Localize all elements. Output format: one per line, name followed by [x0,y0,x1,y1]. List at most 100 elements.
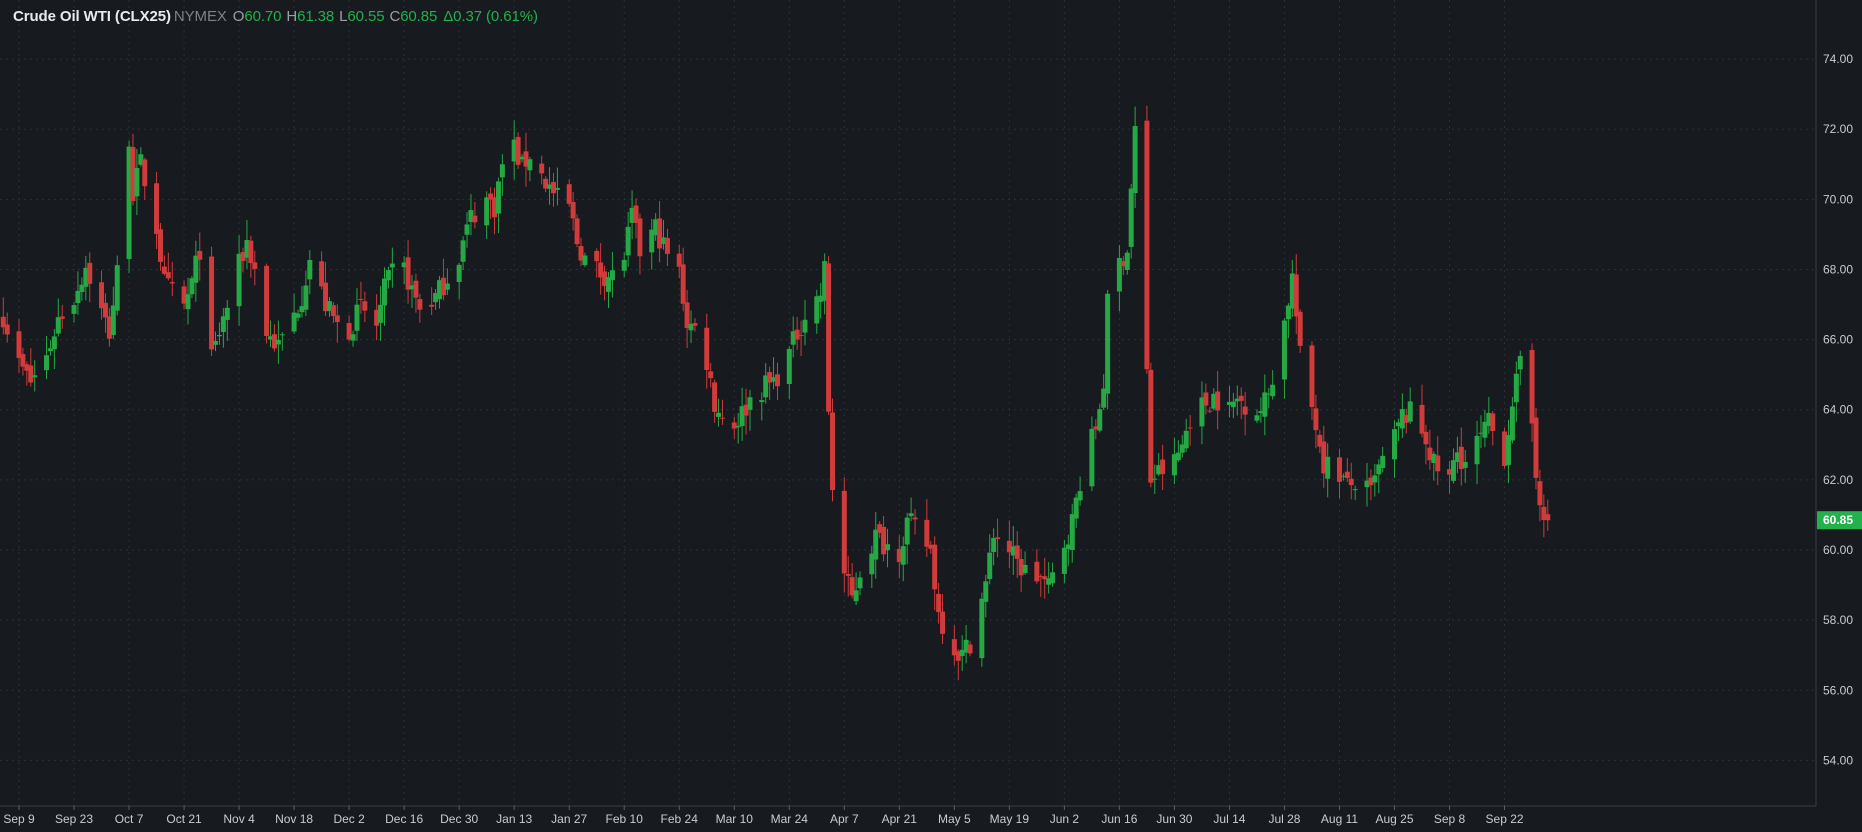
candle [1372,463,1378,497]
candle [845,556,851,597]
candle [684,289,690,348]
candle [664,228,670,267]
candle [362,291,368,322]
candle [1211,388,1217,411]
x-axis-ticks: Sep 9 Sep 23 Oct 7 Oct 21 Nov 4 Nov 18 Dec 2 De… [3,806,1524,826]
candle [519,153,525,163]
candle [16,319,22,373]
candle [189,275,195,299]
candle [32,360,38,392]
candle [609,251,615,298]
candle [991,528,997,566]
candle [59,304,65,329]
candle [417,293,423,323]
candle [1309,341,1315,421]
candle [1458,427,1464,486]
candle [1179,435,1185,458]
candle [1533,407,1539,490]
x-tick-label: Apr 7 [830,812,859,826]
candle [1505,419,1511,483]
candle [1061,539,1067,584]
candle [900,536,906,582]
candle [1010,526,1016,576]
candle [75,271,81,315]
low-value: 60.55 [347,8,385,25]
y-tick-label: 56.00 [1823,683,1853,697]
exchange-name: NYMEX [173,8,227,25]
x-tick-label: Dec 2 [333,812,365,826]
candle [822,253,828,315]
x-tick-label: Mar 24 [771,812,809,826]
candle [771,357,777,390]
candle [955,649,961,681]
candle [896,535,902,579]
candle [248,235,254,278]
candle [1281,318,1287,399]
candle [1065,534,1071,567]
candle [841,477,847,593]
candle [739,387,745,441]
candle [625,211,631,267]
candle [0,297,6,335]
candle [24,361,30,386]
candle [582,252,588,267]
candle [676,244,682,279]
candle [566,179,572,207]
candle [1419,384,1425,438]
candle [1395,418,1401,441]
candle [1215,371,1221,430]
x-tick-label: Jan 27 [551,812,587,826]
candle [873,512,879,579]
candle [598,243,604,295]
candle [1352,485,1358,501]
x-tick-label: Jun 16 [1101,812,1137,826]
candle [869,545,875,589]
candle [154,172,160,249]
candle [161,255,167,276]
x-tick-label: Dec 16 [385,812,423,826]
candle [499,154,505,196]
candle [1148,362,1154,488]
candle [759,392,765,421]
candle [1478,415,1484,449]
candle [1101,374,1107,411]
candle [28,348,34,387]
candle [1203,383,1209,415]
candle [330,301,336,324]
x-tick-label: Aug 11 [1321,812,1358,826]
candle [1517,350,1523,386]
candle [307,250,313,295]
candle [114,255,120,316]
candle [291,293,297,335]
candle [885,528,891,568]
candle [358,281,364,314]
candle [55,298,61,337]
candle [1450,448,1456,484]
x-tick-label: Sep 23 [55,812,93,826]
candle [472,202,478,229]
candlestick-series [0,105,1551,681]
candle [1502,427,1508,469]
candle [110,286,116,339]
candle [4,312,10,343]
candle [1545,499,1551,531]
candle [1399,393,1405,438]
candle [1258,397,1264,423]
candle [708,362,714,388]
candle [1034,549,1040,584]
candle [193,240,199,302]
open-key: O [232,8,245,25]
candle [1407,387,1413,425]
candle [1097,403,1103,433]
y-tick-label: 66.00 [1823,333,1853,347]
candle [437,275,443,309]
y-tick-label: 62.00 [1823,473,1853,487]
candle [928,540,934,554]
candle [511,120,517,180]
candle [688,310,694,344]
candle [554,167,560,206]
candle [747,389,753,431]
candle [1105,289,1111,410]
candle [244,220,250,269]
